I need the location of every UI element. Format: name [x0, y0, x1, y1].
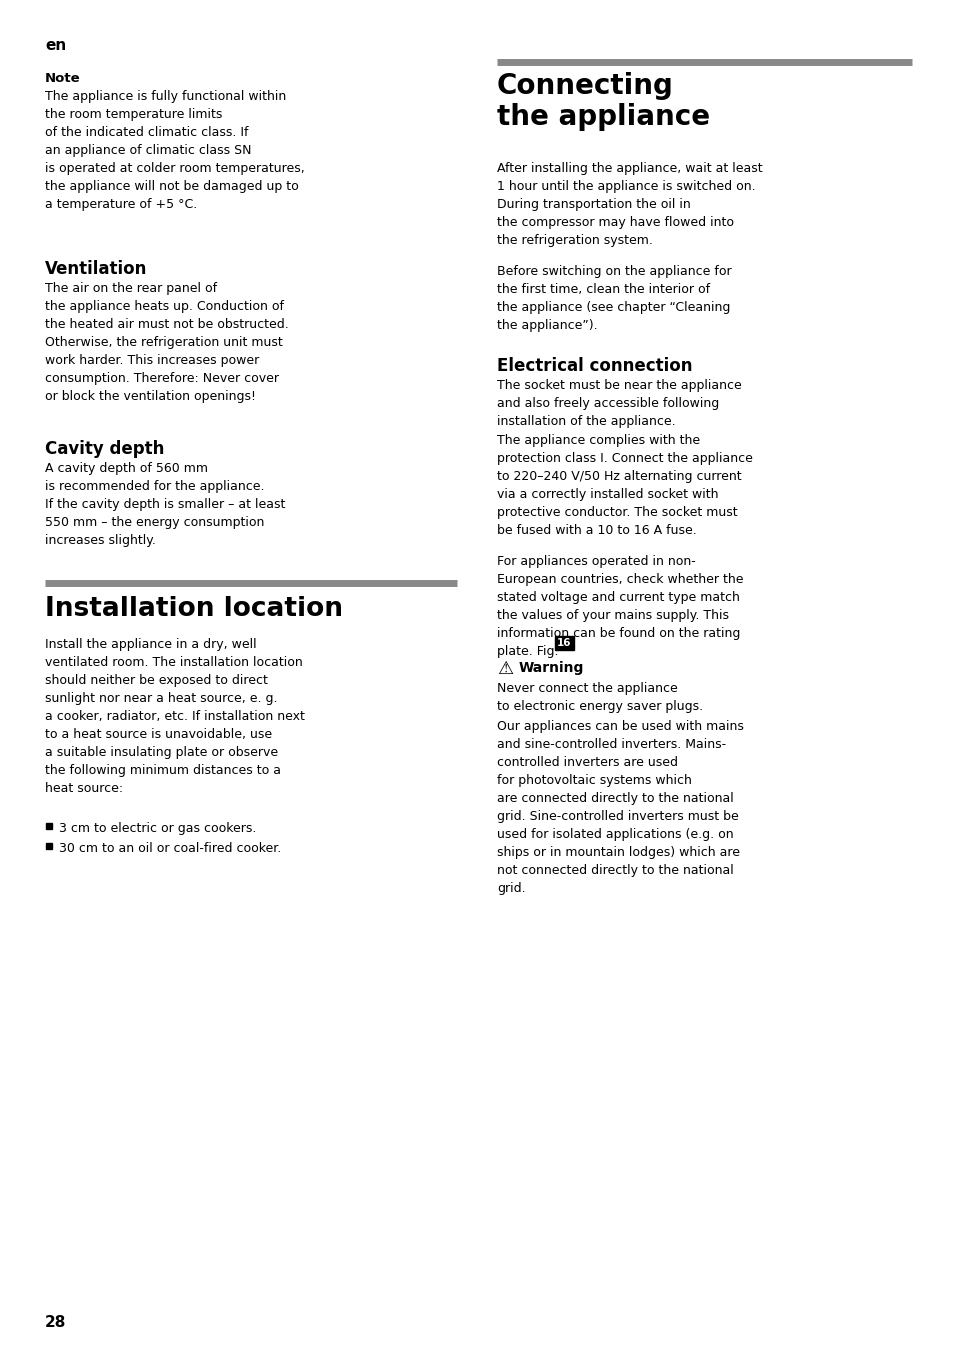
Bar	[46, 823, 52, 829]
Text: The appliance complies with the
protection class I. Connect the appliance
to 220: The appliance complies with the protecti…	[497, 435, 752, 538]
Text: The socket must be near the appliance
and also freely accessible following
insta: The socket must be near the appliance an…	[497, 379, 741, 428]
Text: Warning: Warning	[518, 661, 584, 676]
Text: Before switching on the appliance for
the first time, clean the interior of
the : Before switching on the appliance for th…	[497, 265, 731, 332]
Text: For appliances operated in non-
European countries, check whether the
stated vol: For appliances operated in non- European…	[497, 555, 742, 658]
Text: ⚠: ⚠	[497, 659, 513, 678]
FancyBboxPatch shape	[555, 636, 574, 650]
Text: Never connect the appliance
to electronic energy saver plugs.: Never connect the appliance to electroni…	[497, 682, 702, 714]
Text: 3 cm to electric or gas cookers.: 3 cm to electric or gas cookers.	[59, 822, 256, 835]
Text: Installation location: Installation location	[45, 596, 343, 621]
Text: The air on the rear panel of
the appliance heats up. Conduction of
the heated ai: The air on the rear panel of the applian…	[45, 282, 289, 403]
Text: A cavity depth of 560 mm
is recommended for the appliance.
If the cavity depth i: A cavity depth of 560 mm is recommended …	[45, 462, 285, 547]
Text: Note: Note	[45, 72, 81, 85]
Text: Cavity depth: Cavity depth	[45, 440, 164, 458]
Text: 28: 28	[45, 1315, 67, 1330]
Text: Connecting
the appliance: Connecting the appliance	[497, 72, 709, 131]
Text: en: en	[45, 38, 66, 53]
Text: 16: 16	[557, 638, 571, 649]
Text: Install the appliance in a dry, well
ventilated room. The installation location
: Install the appliance in a dry, well ven…	[45, 638, 305, 795]
Text: Electrical connection: Electrical connection	[497, 357, 692, 375]
Text: 30 cm to an oil or coal-fired cooker.: 30 cm to an oil or coal-fired cooker.	[59, 842, 281, 854]
Text: Ventilation: Ventilation	[45, 260, 147, 278]
Text: After installing the appliance, wait at least
1 hour until the appliance is swit: After installing the appliance, wait at …	[497, 162, 761, 246]
Bar	[46, 844, 52, 849]
Text: Our appliances can be used with mains
and sine-controlled inverters. Mains-
cont: Our appliances can be used with mains an…	[497, 720, 743, 895]
Text: The appliance is fully functional within
the room temperature limits
of the indi: The appliance is fully functional within…	[45, 89, 304, 211]
